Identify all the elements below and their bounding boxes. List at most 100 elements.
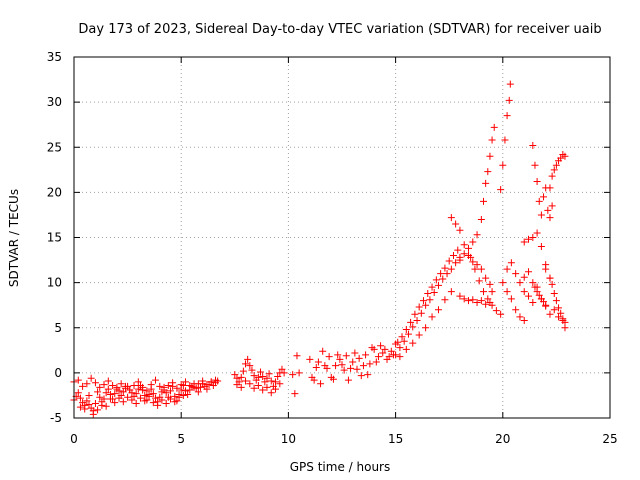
data-point-plus [267,389,275,397]
data-point-plus [134,378,142,386]
data-point-plus [263,374,271,382]
data-point-plus [535,291,543,299]
data-point-plus [115,394,123,402]
data-point-plus [87,374,95,382]
data-point-plus [317,380,325,388]
data-point-plus [272,378,280,386]
data-point-plus [366,360,374,368]
data-point-plus [499,279,507,287]
data-point-plus [119,398,127,406]
data-point-plus [550,166,558,174]
data-point-plus [437,270,445,278]
data-point-plus [96,393,104,401]
data-point-plus [456,256,464,264]
data-point-plus [102,389,110,397]
data-point-plus [166,395,174,403]
data-point-plus [117,380,125,388]
data-point-plus [402,326,410,334]
data-point-plus [531,283,539,291]
data-point-plus [447,214,455,222]
data-point-plus [385,353,393,361]
data-point-plus [512,270,520,278]
data-point-plus [443,270,451,278]
data-point-plus [353,365,361,373]
data-point-plus [557,309,565,317]
data-point-plus [314,358,322,366]
x-tick-label: 0 [70,432,78,446]
data-point-plus [74,389,82,397]
data-point-plus [179,391,187,399]
data-point-plus [497,186,505,194]
data-point-plus [377,342,385,350]
data-point-plus [529,279,537,287]
data-point-plus [111,390,119,398]
y-tick-label: 20 [47,185,62,199]
data-point-plus [267,377,275,385]
data-point-plus [506,80,514,88]
data-point-plus [512,306,520,314]
data-point-plus [321,362,329,370]
data-point-plus [396,353,404,361]
data-point-plus [520,288,528,296]
data-point-plus [340,366,348,374]
data-point-plus [368,344,376,352]
y-axis-label: SDTVAR / TECUs [7,189,21,287]
data-point-plus [184,391,192,399]
data-point-plus [265,370,273,378]
data-point-plus [259,386,267,394]
data-point-plus [248,366,256,374]
data-point-plus [499,161,507,169]
data-point-plus [548,280,556,288]
data-point-plus [480,197,488,205]
data-point-plus [85,391,93,399]
data-point-plus [109,382,117,390]
data-point-plus [154,401,162,409]
data-point-plus [85,400,93,408]
data-point-plus [231,371,239,379]
data-point-plus [274,372,282,380]
data-point-plus [308,373,316,381]
data-point-plus [520,238,528,246]
data-point-plus [149,390,157,398]
data-point-plus [194,388,202,396]
data-point-plus [529,141,537,149]
data-point-plus [272,385,280,393]
data-point-plus [173,384,181,392]
data-point-plus [250,372,258,380]
data-point-plus [233,374,241,382]
data-point-plus [460,295,468,303]
data-point-plus [104,385,112,393]
data-point-plus [488,288,496,296]
data-point-plus [244,355,252,363]
data-point-plus [409,339,417,347]
data-point-plus [295,369,303,377]
data-point-plus [134,385,142,393]
data-point-plus [402,345,410,353]
data-point-plus [312,363,320,371]
data-point-plus [291,390,299,398]
data-point-plus [555,304,563,312]
data-point-plus [449,252,457,260]
data-point-plus [156,382,164,390]
data-point-plus [147,381,155,389]
data-point-plus [379,349,387,357]
x-tick-label: 5 [177,432,185,446]
data-point-plus [516,313,524,321]
series-group [394,246,462,346]
data-point-plus [141,397,149,405]
data-point-plus [171,398,179,406]
y-tick-label: 15 [47,231,62,245]
data-point-plus [76,403,84,411]
data-point-plus [387,347,395,355]
data-point-plus [542,301,550,309]
data-point-plus [199,377,207,385]
data-point-plus [559,317,567,325]
data-point-plus [276,380,284,388]
data-point-plus [139,383,147,391]
y-tick-label: 35 [47,50,62,64]
data-point-plus [471,265,479,273]
data-point-plus [520,273,528,281]
data-point-plus [434,281,442,289]
data-point-plus [263,383,271,391]
